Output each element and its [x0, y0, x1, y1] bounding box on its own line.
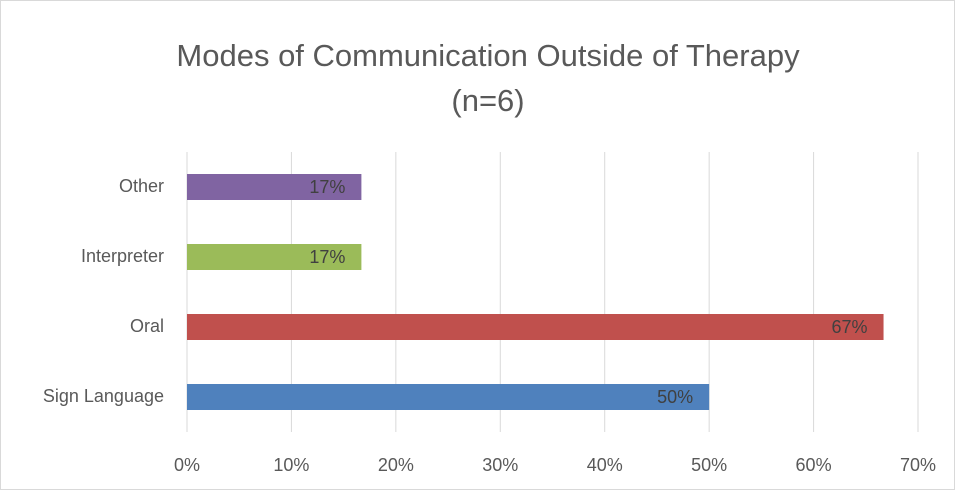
- data-label: 17%: [309, 247, 345, 267]
- x-tick-label: 70%: [900, 455, 936, 475]
- x-tick-label: 30%: [482, 455, 518, 475]
- bar: [187, 174, 362, 200]
- chart-title: Modes of Communication Outside of Therap…: [176, 38, 800, 73]
- x-tick-label: 0%: [174, 455, 200, 475]
- y-tick-label: Oral: [130, 316, 164, 336]
- data-label: 17%: [309, 177, 345, 197]
- bar: [187, 244, 362, 270]
- data-label: 50%: [657, 387, 693, 407]
- x-tick-label: 10%: [273, 455, 309, 475]
- bar: [187, 314, 884, 340]
- data-label: 67%: [832, 317, 868, 337]
- x-tick-label: 20%: [378, 455, 414, 475]
- x-tick-label: 40%: [587, 455, 623, 475]
- y-tick-label: Sign Language: [43, 386, 164, 406]
- x-tick-label: 60%: [796, 455, 832, 475]
- chart-subtitle: (n=6): [451, 83, 524, 118]
- x-tick-label: 50%: [691, 455, 727, 475]
- bar: [187, 384, 710, 410]
- y-tick-label: Other: [119, 176, 164, 196]
- y-tick-label: Interpreter: [81, 246, 164, 266]
